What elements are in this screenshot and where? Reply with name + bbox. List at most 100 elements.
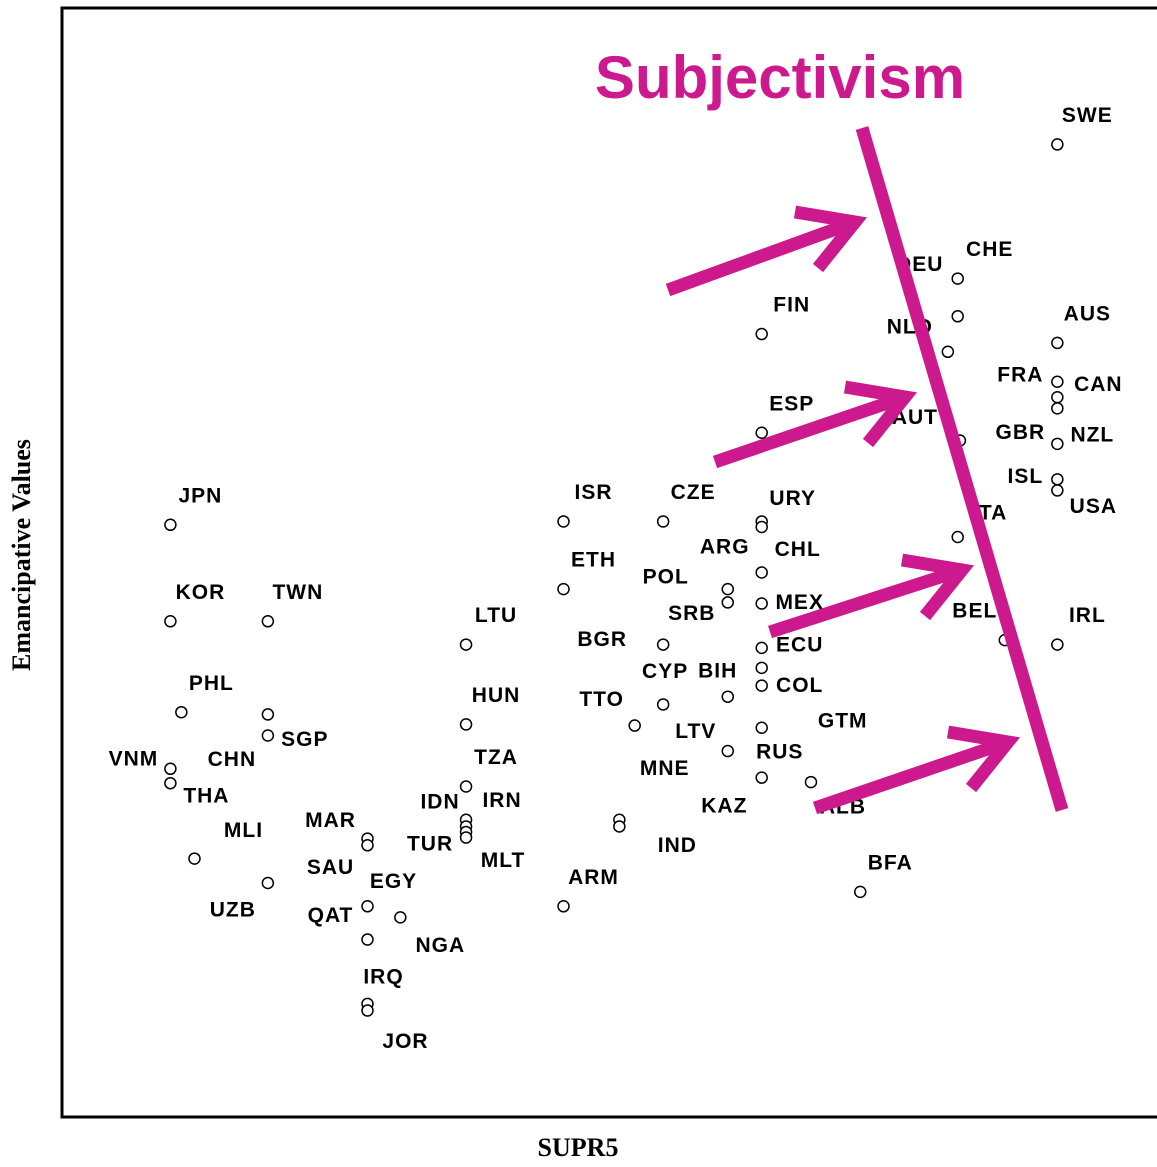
point-label: UZB [210,899,256,922]
point [755,679,768,692]
point [459,638,473,651]
point-label: CHN [208,748,257,771]
point-label: PHL [189,672,234,695]
point [721,690,735,703]
point-label: NZL [1070,423,1114,446]
arrow-head [793,205,868,273]
point [188,852,201,865]
point [755,327,768,341]
point [459,831,473,844]
x-axis-label: SUPR5 [538,1133,619,1162]
point-label: EGY [370,870,417,893]
point [1051,437,1064,451]
point [755,426,768,439]
point [755,566,768,579]
point [164,762,177,776]
point [164,615,177,628]
point-label: ETH [571,549,616,572]
point-label: CHL [775,538,821,561]
point-label: ECU [776,633,823,656]
point [394,911,407,924]
point [361,839,374,852]
point-label: SWE [1062,104,1113,127]
point [361,933,374,946]
point-label: TZA [474,746,518,769]
point [261,708,275,721]
point [656,698,670,711]
point [175,705,188,719]
point [459,718,473,731]
point-label: CAN [1074,373,1123,396]
point-label: LTV [675,720,716,743]
point-label: MLI [224,819,263,842]
arrow-head [843,380,918,448]
point [1051,402,1064,415]
point [261,876,275,890]
point-label: ARG [700,536,750,559]
plot-frame [60,6,1157,1119]
point [721,582,735,596]
point [557,515,570,528]
point-label: LTU [475,604,517,627]
point [1051,484,1064,497]
point [1051,375,1064,388]
point-label: CYP [642,660,688,683]
point [951,530,964,544]
arrow [812,735,1011,815]
point [755,771,768,784]
arrow [768,563,964,639]
point-label: IRN [482,789,521,812]
point [1051,138,1064,151]
point-label: RUS [756,741,803,764]
point [721,596,735,609]
point-label: FIN [773,294,810,317]
annotation-lines [665,126,1069,815]
point-label: IND [658,834,697,857]
point-label: IRQ [363,965,403,988]
point-label: TTO [579,688,624,711]
point-label: TUR [407,833,453,856]
point-label: HUN [472,684,521,707]
point-label: AUT [892,406,938,429]
point-label: USA [1070,495,1117,518]
point-label: BFA [868,851,913,874]
point-label: MEX [775,591,824,614]
point [951,272,964,285]
point-label: QAT [308,904,354,927]
point-label: ESP [769,392,814,415]
point [951,310,964,323]
point [941,345,955,359]
point-label: MNE [640,757,690,780]
point-label: ISR [575,481,613,504]
point [557,900,570,913]
point [656,515,670,528]
point [628,719,641,732]
point [854,885,867,899]
point [164,518,177,532]
point [261,729,275,742]
point [557,582,570,596]
point-label: BIH [698,659,737,682]
point [721,744,735,758]
point [361,1004,374,1017]
point [361,900,374,913]
point [613,820,626,833]
point-label: JPN [178,484,222,507]
point-label: THA [183,785,229,808]
point-label: POL [643,566,689,589]
point [1051,336,1064,350]
point-label: MAR [305,809,356,832]
point-label: FRA [997,363,1043,386]
point [755,641,768,655]
point-label: CZE [671,481,716,504]
point [804,775,818,789]
point [164,776,177,790]
point [261,615,275,628]
point-label: KAZ [701,794,747,817]
y-axis-label: Emancipative Values [7,439,36,671]
point-label: KOR [176,581,226,604]
point [656,638,670,651]
point-label: AUS [1064,302,1111,325]
point [755,661,768,675]
